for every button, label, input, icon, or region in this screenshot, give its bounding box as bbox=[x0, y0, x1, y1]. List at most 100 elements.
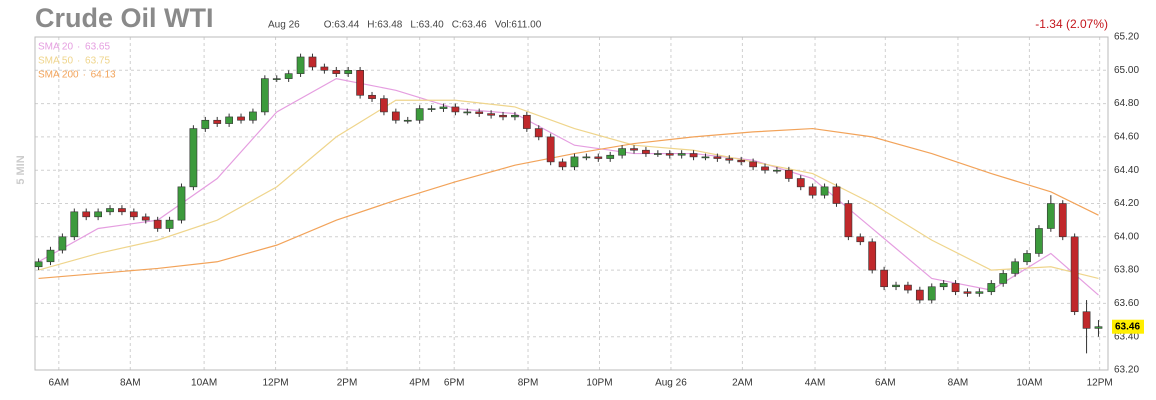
candle-body bbox=[999, 273, 1008, 284]
candle-body bbox=[213, 119, 222, 124]
last-price-box bbox=[1112, 319, 1144, 334]
candle-body bbox=[546, 136, 555, 163]
ohlc-info: C:63.46 bbox=[452, 20, 487, 31]
legend-name: SMA 200 bbox=[38, 70, 79, 81]
x-tick-label: 10AM bbox=[191, 378, 217, 389]
candle-body bbox=[260, 78, 269, 113]
candle-body bbox=[332, 70, 341, 74]
candle-body bbox=[856, 236, 865, 243]
candle-body bbox=[1023, 253, 1031, 263]
candle-body bbox=[1035, 228, 1043, 254]
candle-body bbox=[46, 249, 55, 263]
candle-body bbox=[665, 153, 674, 156]
candle-body bbox=[796, 178, 805, 188]
y-tick-label: 63.40 bbox=[1114, 331, 1139, 342]
candle-body bbox=[34, 261, 43, 268]
candle-body bbox=[118, 208, 126, 213]
candle-body bbox=[713, 156, 722, 159]
x-tick-label: 12PM bbox=[262, 378, 288, 389]
x-tick-label: 12PM bbox=[1087, 378, 1113, 389]
candle-body bbox=[820, 186, 829, 196]
y-tick-label: 64.60 bbox=[1114, 132, 1139, 143]
candle-body bbox=[725, 158, 734, 161]
legend-dot: · bbox=[77, 56, 80, 67]
x-tick-label: 10AM bbox=[1016, 378, 1042, 389]
candle-body bbox=[415, 108, 424, 121]
y-tick-label: 64.40 bbox=[1114, 165, 1139, 176]
x-tick-label: 6AM bbox=[875, 378, 896, 389]
candle-body bbox=[225, 116, 233, 124]
candle-body bbox=[451, 106, 460, 113]
candle-body bbox=[439, 106, 448, 109]
x-tick-label: 2AM bbox=[732, 378, 753, 389]
candle-body bbox=[272, 78, 281, 80]
y-tick-label: 63.20 bbox=[1114, 365, 1139, 376]
candle-body bbox=[904, 284, 912, 291]
candle-body bbox=[737, 159, 746, 163]
candle-body bbox=[1094, 326, 1103, 329]
legend-name: SMA 50 bbox=[38, 56, 73, 67]
x-tick-label: Aug 26 bbox=[655, 378, 687, 389]
ohlc-info: O:63.44 bbox=[324, 20, 360, 31]
x-tick-label: 6PM bbox=[444, 378, 465, 389]
candle-body bbox=[237, 116, 245, 121]
candle-body bbox=[58, 236, 67, 251]
candle-body bbox=[749, 161, 757, 168]
candle-body bbox=[106, 208, 114, 213]
candle-body bbox=[129, 211, 138, 218]
y-tick-label: 64.00 bbox=[1114, 231, 1139, 242]
plot-frame bbox=[34, 36, 1109, 371]
last-price: 63.46 bbox=[1115, 321, 1140, 332]
x-tick-label: 2PM bbox=[337, 378, 358, 389]
candle-body bbox=[368, 94, 376, 99]
candle-body bbox=[201, 119, 210, 129]
candle-body bbox=[618, 148, 626, 156]
y-tick-label: 64.80 bbox=[1114, 98, 1139, 109]
interval: 5 MIN bbox=[15, 155, 27, 184]
chart-title: Crude Oil WTI bbox=[35, 3, 214, 33]
x-tick-label: 8AM bbox=[948, 378, 969, 389]
candle-body bbox=[487, 113, 495, 116]
candle-body bbox=[773, 169, 781, 172]
candle-body bbox=[511, 114, 519, 118]
candle-body bbox=[1070, 236, 1079, 313]
candle-body bbox=[153, 219, 162, 229]
candle-body bbox=[761, 166, 769, 171]
legend-value: 63.65 bbox=[85, 42, 110, 53]
candle-body bbox=[630, 148, 638, 151]
candle-body bbox=[391, 111, 400, 121]
legend-dot: · bbox=[77, 42, 80, 53]
candle-body bbox=[141, 216, 150, 221]
candle-body bbox=[249, 111, 257, 121]
candle-body bbox=[177, 186, 186, 221]
candle-body bbox=[189, 128, 198, 188]
candle-body bbox=[403, 119, 412, 122]
candle-body bbox=[915, 289, 924, 301]
candle-body bbox=[832, 186, 841, 204]
candle-body bbox=[677, 153, 686, 156]
y-tick-label: 65.20 bbox=[1114, 32, 1139, 43]
candle-body bbox=[606, 154, 615, 159]
candle-body bbox=[642, 149, 650, 154]
legend-value: 63.75 bbox=[85, 56, 110, 67]
candle-body bbox=[939, 283, 948, 288]
ohlc-info: L:63.40 bbox=[410, 20, 444, 31]
x-tick-label: 8AM bbox=[120, 378, 141, 389]
y-tick-label: 64.20 bbox=[1114, 198, 1139, 209]
candle-body bbox=[784, 169, 793, 179]
candle-body bbox=[927, 286, 936, 301]
x-tick-label: 8PM bbox=[518, 378, 539, 389]
candle-body bbox=[1046, 203, 1055, 229]
ohlc-info: Vol:611.00 bbox=[495, 20, 542, 31]
candle-body bbox=[308, 56, 317, 68]
candle-body bbox=[808, 186, 817, 196]
candle-body bbox=[1058, 203, 1067, 238]
ohlc-info: H:63.48 bbox=[367, 20, 402, 31]
candle-body bbox=[82, 211, 91, 218]
candle-body bbox=[963, 291, 972, 294]
sma-line bbox=[38, 99, 1099, 280]
candle-body bbox=[868, 241, 877, 271]
candle-body bbox=[570, 156, 579, 168]
sma-line bbox=[38, 77, 1099, 296]
